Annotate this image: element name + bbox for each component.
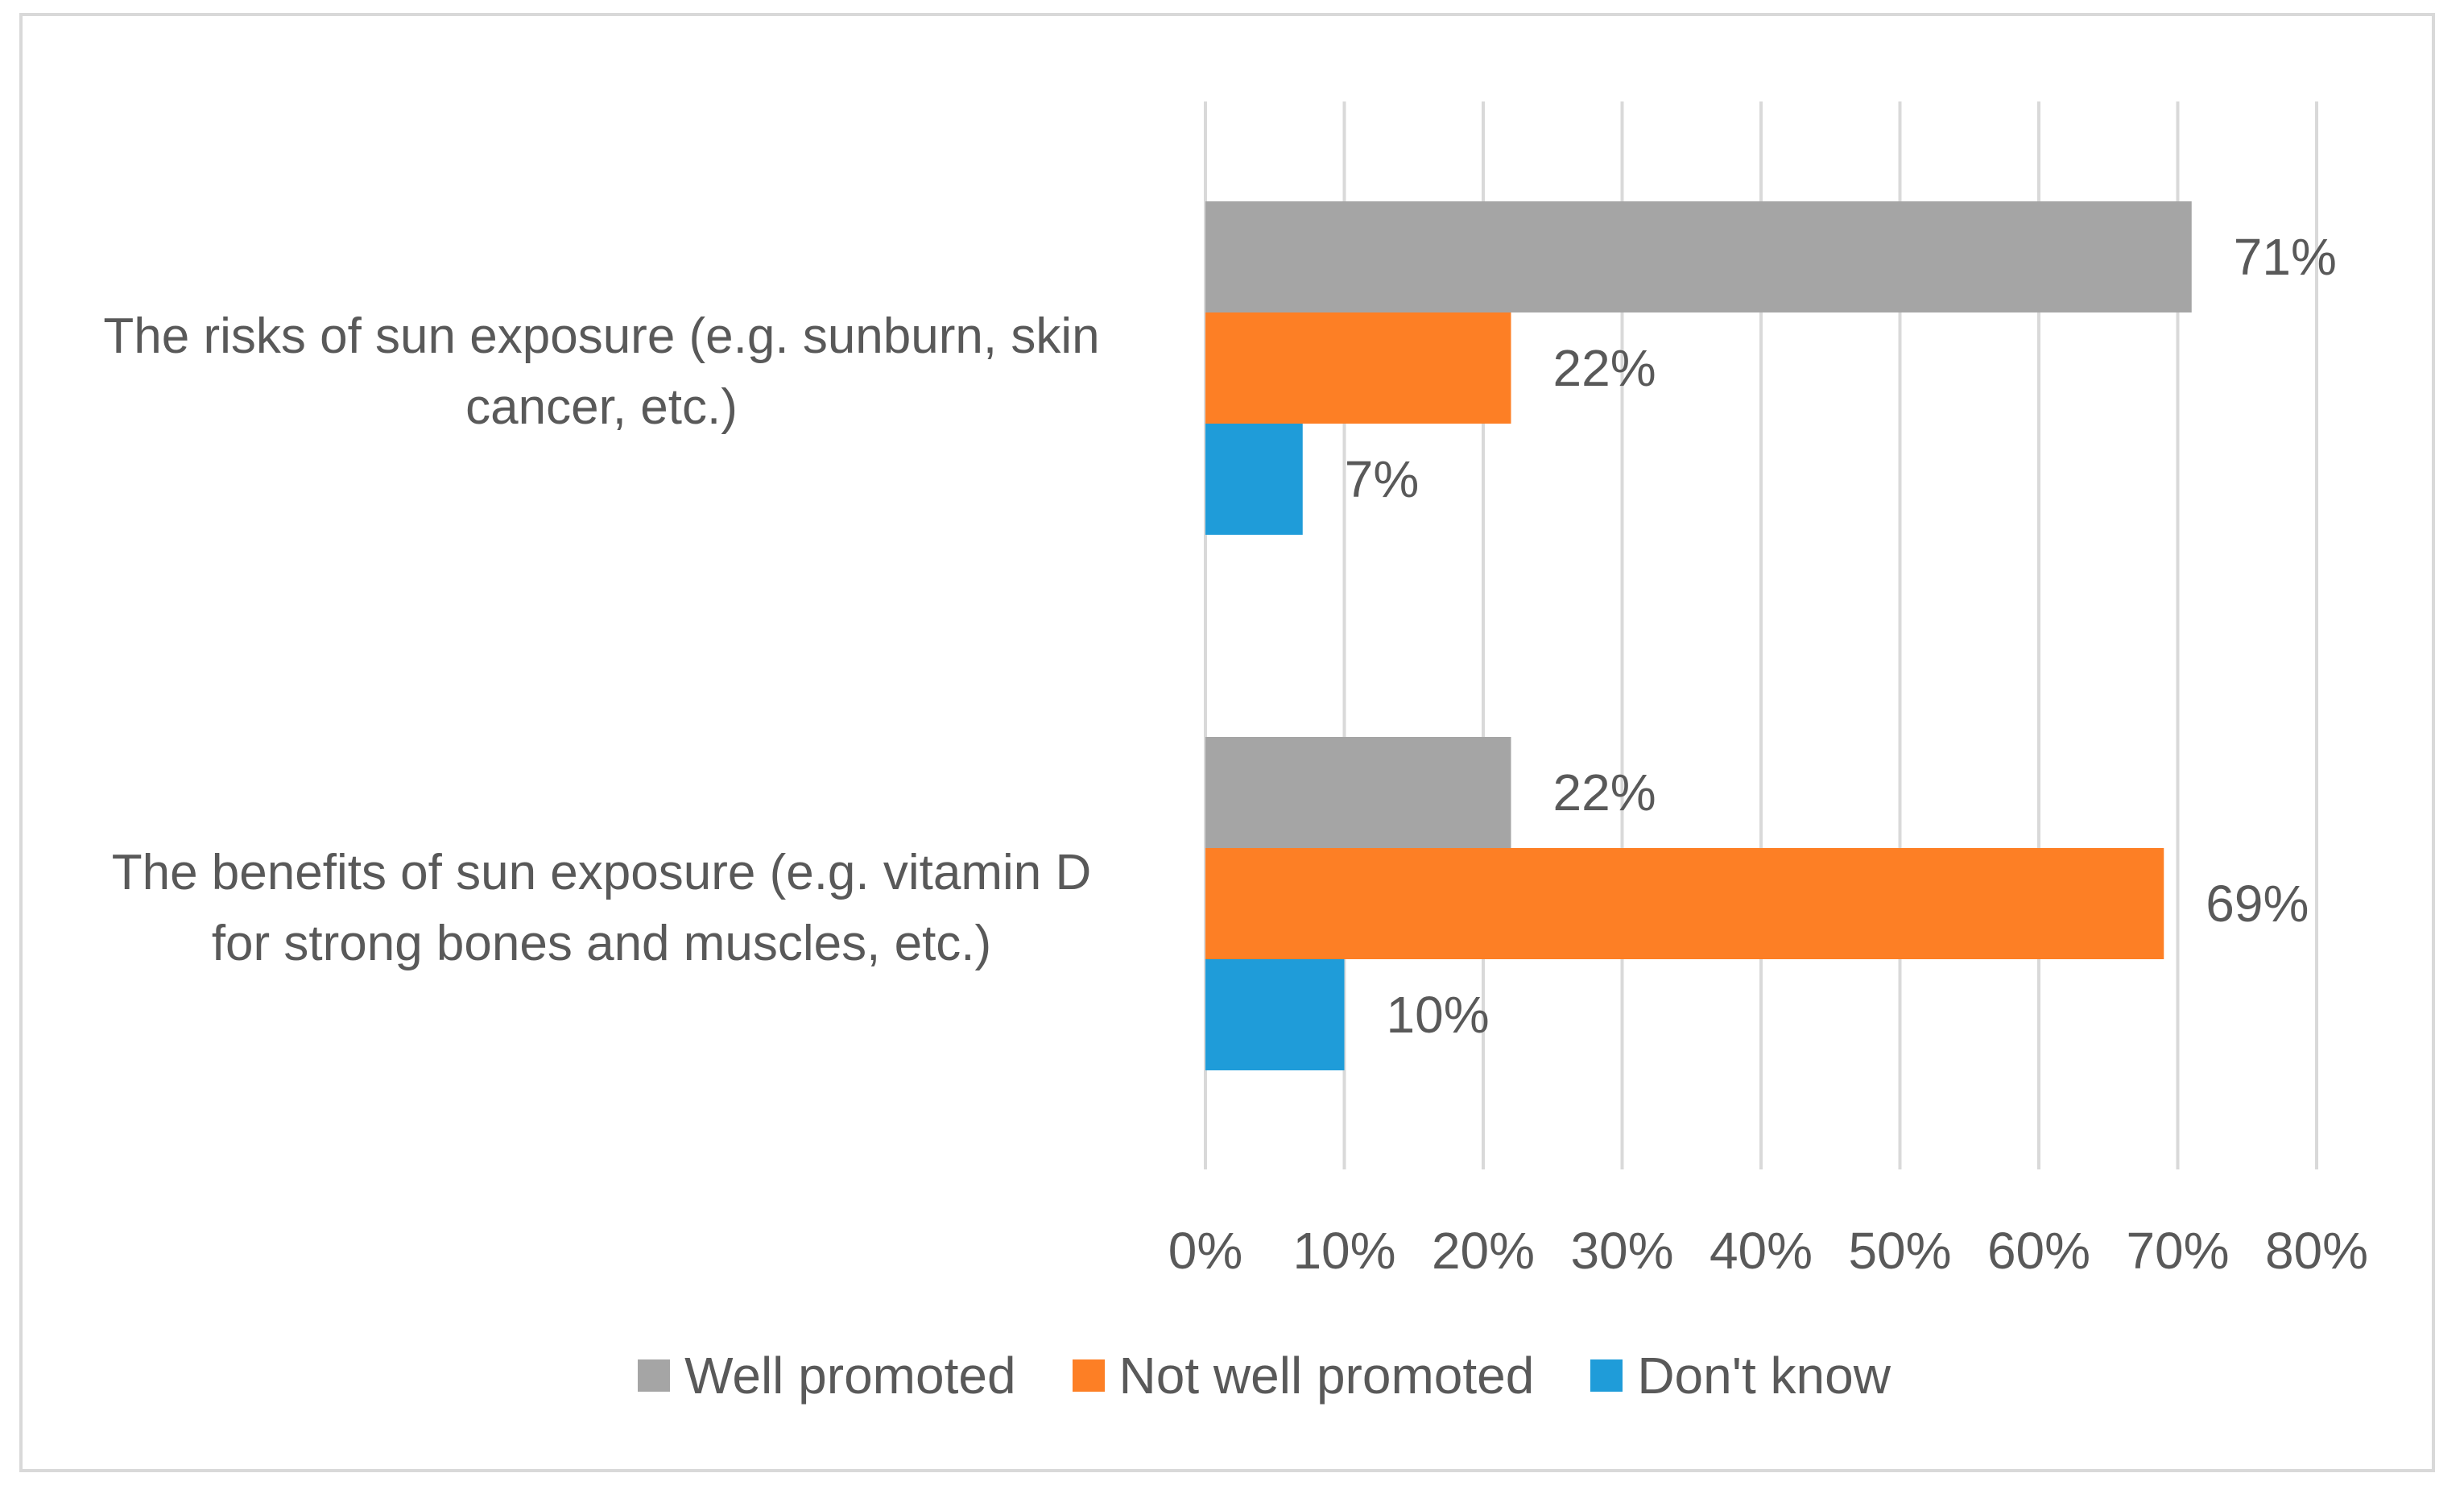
category-label: The risks of sun exposure (e.g. sunburn,… [42,301,1161,443]
legend-label: Well promoted [684,1347,1016,1405]
legend-swatch [638,1359,671,1392]
x-tick-label: 70% [2126,1222,2229,1280]
bar [1205,312,1511,424]
category-label-line: The benefits of sun exposure (e.g. vitam… [111,845,1092,900]
bar [1205,959,1345,1070]
category-label-line: cancer, etc.) [465,379,738,435]
bar [1205,201,2192,312]
category-label-line: for strong bones and muscles, etc.) [211,916,992,971]
x-tick-label: 80% [2265,1222,2368,1280]
data-labels: 71% 22% 7% 22% 69% 10% [1345,228,2337,1044]
legend-swatch [1072,1359,1105,1392]
legend-label: Don't know [1637,1347,1891,1405]
x-tick-label: 30% [1570,1222,1673,1280]
x-tick-label: 50% [1848,1222,1951,1280]
bar [1205,848,2164,959]
category-label: The benefits of sun exposure (e.g. vitam… [42,838,1161,979]
x-tick-label: 40% [1710,1222,1813,1280]
data-label: 22% [1553,339,1656,397]
legend-item: Don't know [1590,1345,1891,1406]
x-tick-label: 10% [1292,1222,1395,1280]
data-label: 10% [1387,986,1490,1044]
data-label: 71% [2234,228,2337,286]
bar [1205,424,1303,535]
data-label: 22% [1553,763,1656,821]
legend: Well promoted Not well promoted Don't know [0,1345,2464,1406]
legend-label: Not well promoted [1118,1347,1535,1405]
x-tick-label: 0% [1168,1222,1243,1280]
legend-item: Well promoted [638,1345,1016,1406]
data-label: 7% [1345,450,1420,508]
category-label-line: The risks of sun exposure (e.g. sunburn,… [103,308,1100,364]
bar [1205,737,1511,848]
legend-swatch [1590,1359,1623,1392]
x-tick-label: 60% [1987,1222,2090,1280]
legend-item: Not well promoted [1072,1345,1535,1406]
bars [1205,201,2192,1070]
x-axis-tick-labels: 0% 10% 20% 30% 40% 50% 60% 70% 80% [1168,1222,2368,1280]
data-label: 69% [2206,875,2309,933]
x-tick-label: 20% [1432,1222,1535,1280]
